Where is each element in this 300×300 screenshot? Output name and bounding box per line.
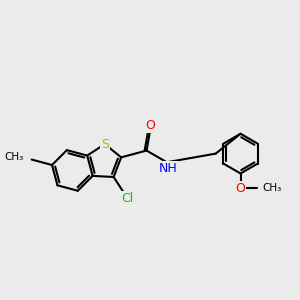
Text: CH₃: CH₃ bbox=[262, 183, 282, 193]
Text: O: O bbox=[145, 119, 155, 132]
Text: NH: NH bbox=[159, 162, 178, 175]
Text: CH₃: CH₃ bbox=[4, 152, 24, 162]
Text: S: S bbox=[101, 138, 109, 151]
Text: Cl: Cl bbox=[122, 192, 134, 205]
Text: O: O bbox=[236, 182, 245, 195]
